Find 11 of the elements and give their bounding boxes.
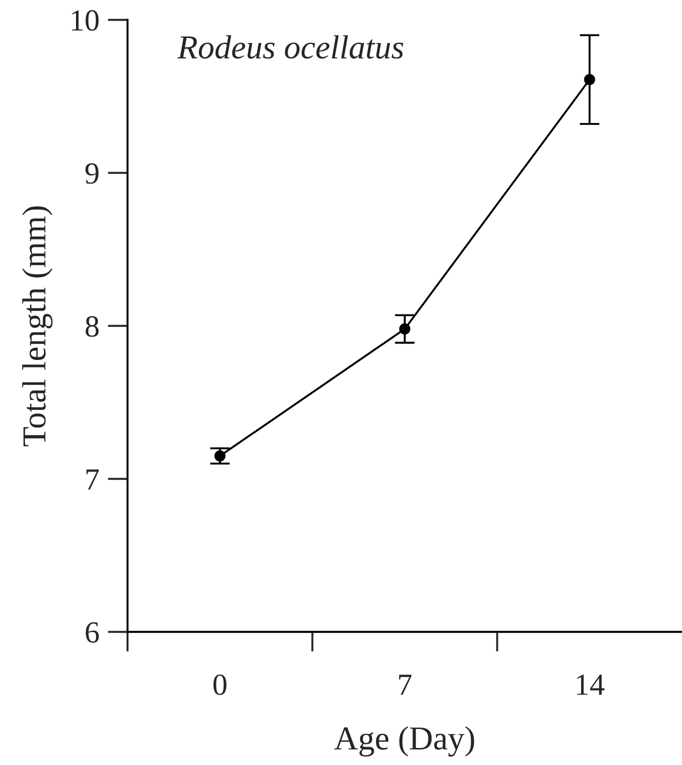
x-axis-title: Age (Day) xyxy=(334,726,474,757)
annotation: Rodeus ocellatus xyxy=(177,35,404,59)
y-tick-label: 8 xyxy=(86,316,99,337)
y-tick-label: 7 xyxy=(86,469,99,490)
x-tick-label: 0 xyxy=(213,674,226,696)
y-axis-title: Total length (mm) xyxy=(22,206,53,446)
y-tick-label: 10 xyxy=(72,10,99,31)
x-tick-label: 7 xyxy=(399,674,412,695)
x-tick-label: 14 xyxy=(577,674,604,695)
y-tick-label: 9 xyxy=(85,163,99,184)
y-tick-label: 6 xyxy=(86,622,99,643)
